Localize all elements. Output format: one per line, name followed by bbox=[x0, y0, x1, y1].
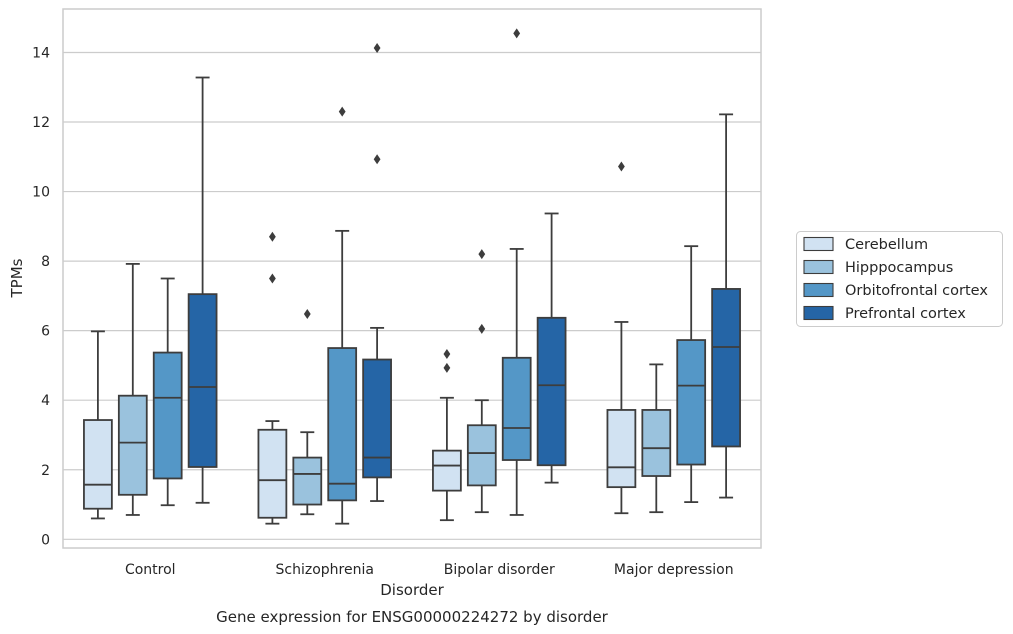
outlier-point bbox=[513, 28, 521, 39]
legend-label: Prefrontal cortex bbox=[845, 306, 966, 322]
y-tick-label: 12 bbox=[32, 115, 50, 131]
outlier-point bbox=[478, 249, 486, 260]
box-body bbox=[676, 339, 707, 466]
box-hipppocampus bbox=[292, 308, 323, 516]
plot-frame bbox=[62, 8, 762, 549]
box-body bbox=[292, 456, 323, 506]
box-body bbox=[536, 316, 567, 467]
x-tick-labels: Control Schizophrenia Bipolar disorder Majo… bbox=[125, 562, 734, 578]
y-tick-label: 14 bbox=[32, 45, 50, 61]
box-body bbox=[711, 288, 741, 448]
y-tick-label: 4 bbox=[41, 393, 50, 409]
outlier-point bbox=[373, 42, 381, 53]
outlier-point bbox=[443, 348, 451, 359]
x-axis-label: Disorder bbox=[380, 581, 444, 599]
box-orbitofrontal-cortex bbox=[676, 245, 707, 503]
x-tick-label: Bipolar disorder bbox=[444, 562, 555, 578]
outlier-point bbox=[478, 323, 486, 334]
box-body bbox=[327, 347, 358, 502]
box-cerebellum bbox=[257, 231, 288, 525]
outlier-point bbox=[269, 273, 276, 284]
box-hipppocampus bbox=[466, 249, 497, 514]
box-cerebellum bbox=[83, 330, 113, 520]
box-hipppocampus bbox=[641, 363, 672, 514]
box-prefrontal-cortex bbox=[711, 113, 741, 499]
y-tick-labels: 0 2 4 6 8 10 12 14 bbox=[32, 45, 50, 548]
y-tick-label: 8 bbox=[41, 254, 50, 270]
box-body bbox=[83, 419, 113, 510]
y-tick-label: 2 bbox=[41, 463, 50, 479]
legend-label: Hipppocampus bbox=[845, 260, 953, 276]
box-body bbox=[641, 409, 672, 477]
y-tick-label: 10 bbox=[32, 185, 50, 201]
chart-title: Gene expression for ENSG00000224272 by d… bbox=[216, 608, 609, 626]
category-group bbox=[606, 113, 741, 515]
box-orbitofrontal-cortex bbox=[327, 106, 358, 525]
category-group bbox=[432, 28, 567, 522]
legend-label: Cerebellum bbox=[845, 237, 928, 253]
box-orbitofrontal-cortex bbox=[152, 277, 183, 507]
y-tick-label: 0 bbox=[41, 532, 50, 548]
box-cerebellum bbox=[432, 348, 462, 522]
x-tick-label: Schizophrenia bbox=[276, 562, 374, 578]
box-prefrontal-cortex bbox=[187, 76, 218, 504]
y-tick-label: 6 bbox=[41, 324, 50, 340]
box-body bbox=[501, 356, 532, 461]
outlier-point bbox=[373, 154, 381, 165]
y-axis-label: TPMs bbox=[8, 258, 26, 298]
box-body bbox=[257, 428, 288, 519]
box-body bbox=[606, 409, 637, 489]
box-cerebellum bbox=[606, 161, 637, 515]
x-tick-label: Control bbox=[125, 562, 176, 578]
box-body bbox=[432, 449, 462, 492]
box-groups bbox=[83, 28, 741, 525]
legend-label: Orbitofrontal cortex bbox=[845, 283, 988, 299]
box-body bbox=[152, 351, 183, 480]
category-group bbox=[257, 42, 392, 525]
box-body bbox=[466, 424, 497, 487]
outlier-point bbox=[303, 308, 311, 319]
outlier-point bbox=[618, 161, 625, 172]
x-tick-label: Major depression bbox=[614, 562, 734, 578]
legend-swatch bbox=[803, 282, 834, 298]
box-prefrontal-cortex bbox=[536, 212, 567, 484]
box-body bbox=[187, 293, 218, 468]
box-body bbox=[117, 394, 148, 496]
box-hipppocampus bbox=[117, 262, 148, 516]
category-group bbox=[83, 76, 218, 520]
box-prefrontal-cortex bbox=[362, 42, 392, 502]
legend-swatch bbox=[803, 259, 834, 275]
outlier-point bbox=[338, 106, 346, 117]
legend: Cerebellum Hipppocampus Orbitofrontal cort… bbox=[796, 231, 1003, 327]
legend-frame bbox=[796, 231, 1003, 327]
box-orbitofrontal-cortex bbox=[501, 28, 532, 516]
outlier-point bbox=[269, 231, 276, 242]
box-body bbox=[362, 358, 392, 479]
outlier-point bbox=[443, 362, 451, 373]
legend-swatch bbox=[803, 236, 834, 252]
legend-swatch bbox=[803, 305, 834, 321]
